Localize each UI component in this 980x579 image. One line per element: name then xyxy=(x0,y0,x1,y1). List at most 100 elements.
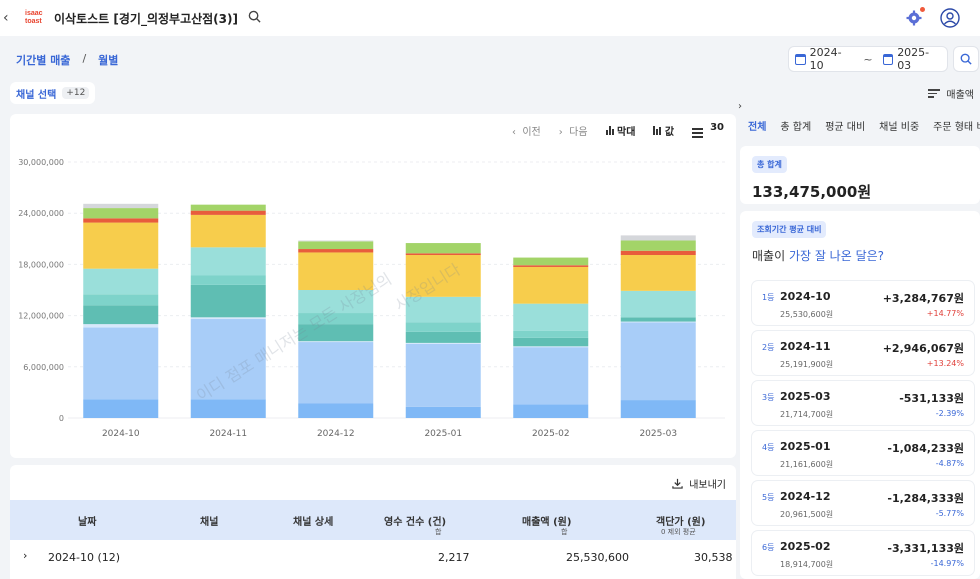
bar-segment xyxy=(405,406,481,418)
download-icon xyxy=(672,478,683,489)
bar-segment xyxy=(620,317,696,322)
channel-count-badge: +12 xyxy=(62,87,90,99)
rank-diff: -1,084,233원 xyxy=(887,442,964,455)
bar-segment xyxy=(513,346,589,348)
bar-segment xyxy=(298,324,374,342)
tab-total[interactable]: 총 합계 xyxy=(780,122,812,133)
rank-sales: 21,161,600원 xyxy=(780,460,834,469)
bar-segment xyxy=(298,403,374,418)
bar-segment xyxy=(620,400,696,418)
channel-select-button[interactable]: 채널 선택 +12 xyxy=(10,82,96,104)
y-tick-label: 0 xyxy=(59,414,64,423)
tab-order-type-share[interactable]: 주문 형태 비중 xyxy=(933,122,980,133)
total-value: 133,475,000원 xyxy=(752,183,872,201)
search-icon[interactable] xyxy=(248,10,261,26)
bar-segment xyxy=(620,240,696,251)
bar-segment xyxy=(83,324,159,328)
bar-chart-toggle[interactable]: 막대 xyxy=(605,123,635,138)
search-icon xyxy=(960,53,972,65)
start-date[interactable]: 2024-10 xyxy=(809,46,842,72)
next-button[interactable]: › 다음 xyxy=(558,126,588,138)
rank-sales: 25,191,900원 xyxy=(780,360,834,369)
bar-segment xyxy=(405,296,481,323)
prev-button[interactable]: ‹ 이전 xyxy=(512,126,541,138)
breadcrumb-parent[interactable]: 기간별 매출 xyxy=(16,54,71,67)
bar-segment xyxy=(298,313,374,325)
chart-toolbar: ‹ 이전 › 다음 막대 값 30 xyxy=(512,122,724,138)
bar-segment xyxy=(405,342,481,344)
bar-segment xyxy=(513,404,589,418)
column-header-channel-detail[interactable]: 채널 상세 xyxy=(293,517,334,528)
top-bar: ‹ isaac toast 이삭토스트 [경기_의정부고산점(3)] xyxy=(0,0,980,36)
back-icon[interactable]: ‹ xyxy=(3,10,9,26)
rank-percent: -4.87% xyxy=(935,459,964,468)
column-header-unit-price[interactable]: 객단가 (원) xyxy=(656,517,706,528)
ranking-item[interactable]: 5등 2024-12 20,961,500원 -1,284,333원 -5.77% xyxy=(752,481,974,525)
y-tick-label: 12,000,000 xyxy=(18,312,64,321)
ranking-item[interactable]: 3등 2025-03 21,714,700원 -531,133원 -2.39% xyxy=(752,381,974,425)
column-header-receipts[interactable]: 영수 건수 (건) xyxy=(384,517,447,528)
sort-button[interactable]: 매출액 xyxy=(928,86,974,101)
expand-row-icon[interactable]: › xyxy=(23,549,28,562)
bar-segment xyxy=(83,399,159,418)
receipts-aggregate: 합 xyxy=(435,528,442,536)
bar-segment xyxy=(513,303,589,331)
bar-segment xyxy=(513,337,589,347)
rank-sales: 25,530,600원 xyxy=(780,310,834,319)
column-header-date[interactable]: 날짜 xyxy=(78,517,97,528)
bar-segment xyxy=(190,210,266,215)
bar-segment xyxy=(620,235,696,241)
y-tick-label: 24,000,000 xyxy=(18,209,64,218)
bar-segment xyxy=(298,252,374,290)
total-badge: 총 합계 xyxy=(752,156,787,173)
brand-logo: isaac toast xyxy=(25,10,43,25)
rank-percent: -5.77% xyxy=(935,509,964,518)
x-tick-label: 2024-10 xyxy=(102,429,140,439)
rank-label: 5등 xyxy=(762,493,775,502)
bar-segment xyxy=(83,305,159,325)
bar-segment xyxy=(513,265,589,267)
value-toggle[interactable]: 값 xyxy=(653,123,674,138)
ranking-item[interactable]: 1등 2024-10 25,530,600원 +3,284,767원 +14.77% xyxy=(752,281,974,325)
value-chart-icon xyxy=(653,125,662,135)
bar-segment xyxy=(405,243,481,254)
page-size-selector[interactable]: 30 xyxy=(692,122,724,138)
table-row[interactable]: › 2024-10 (12) 2,217 25,530,600 30,538 xyxy=(10,541,736,573)
ranking-item[interactable]: 2등 2024-11 25,191,900원 +2,946,067원 +13.24% xyxy=(752,331,974,375)
x-tick-label: 2024-11 xyxy=(209,429,247,439)
y-tick-label: 6,000,000 xyxy=(23,363,64,372)
rank-label: 2등 xyxy=(762,343,775,352)
ranking-item[interactable]: 4등 2025-01 21,161,600원 -1,084,233원 -4.87% xyxy=(752,431,974,475)
export-button[interactable]: 내보내기 xyxy=(672,476,726,491)
tab-channel-share[interactable]: 채널 비중 xyxy=(879,122,920,133)
rank-label: 6등 xyxy=(762,543,775,552)
bar-segment xyxy=(620,321,696,323)
calendar-icon xyxy=(795,53,806,65)
rank-diff: -1,284,333원 xyxy=(887,492,964,505)
rank-label: 3등 xyxy=(762,393,775,402)
tab-all[interactable]: 전체 xyxy=(748,122,767,133)
x-tick-label: 2025-02 xyxy=(532,429,570,439)
chart-card: ‹ 이전 › 다음 막대 값 30 0 6,000,000 12,000,000 18… xyxy=(10,114,736,458)
settings-gear-icon[interactable] xyxy=(902,6,926,30)
y-tick-label: 18,000,000 xyxy=(18,260,64,269)
cell-receipts: 2,217 xyxy=(438,551,470,564)
bar-chart-icon xyxy=(605,125,614,135)
end-date[interactable]: 2025-03 xyxy=(897,46,930,72)
search-button[interactable] xyxy=(953,46,979,72)
rank-date: 2025-01 xyxy=(780,440,831,453)
notification-dot xyxy=(920,7,925,12)
date-range-picker[interactable]: 2024-10 ~ 2025-03 xyxy=(788,46,948,72)
bar-segment xyxy=(190,247,266,276)
x-tick-label: 2024-12 xyxy=(317,429,355,439)
tab-average-compare[interactable]: 평균 대비 xyxy=(825,122,866,133)
bar-segment xyxy=(190,214,266,248)
collapse-panel-icon[interactable]: › xyxy=(738,101,742,112)
bar-segment xyxy=(190,399,266,418)
ranking-item[interactable]: 6등 2025-02 18,914,700원 -3,331,133원 -14.97% xyxy=(752,531,974,575)
column-header-sales[interactable]: 매출액 (원) xyxy=(522,517,572,528)
user-avatar-icon[interactable] xyxy=(938,6,962,30)
store-title[interactable]: 이삭토스트 [경기_의정부고산점(3)] xyxy=(54,11,238,26)
rank-sales: 20,961,500원 xyxy=(780,510,834,519)
column-header-channel[interactable]: 채널 xyxy=(200,517,219,528)
